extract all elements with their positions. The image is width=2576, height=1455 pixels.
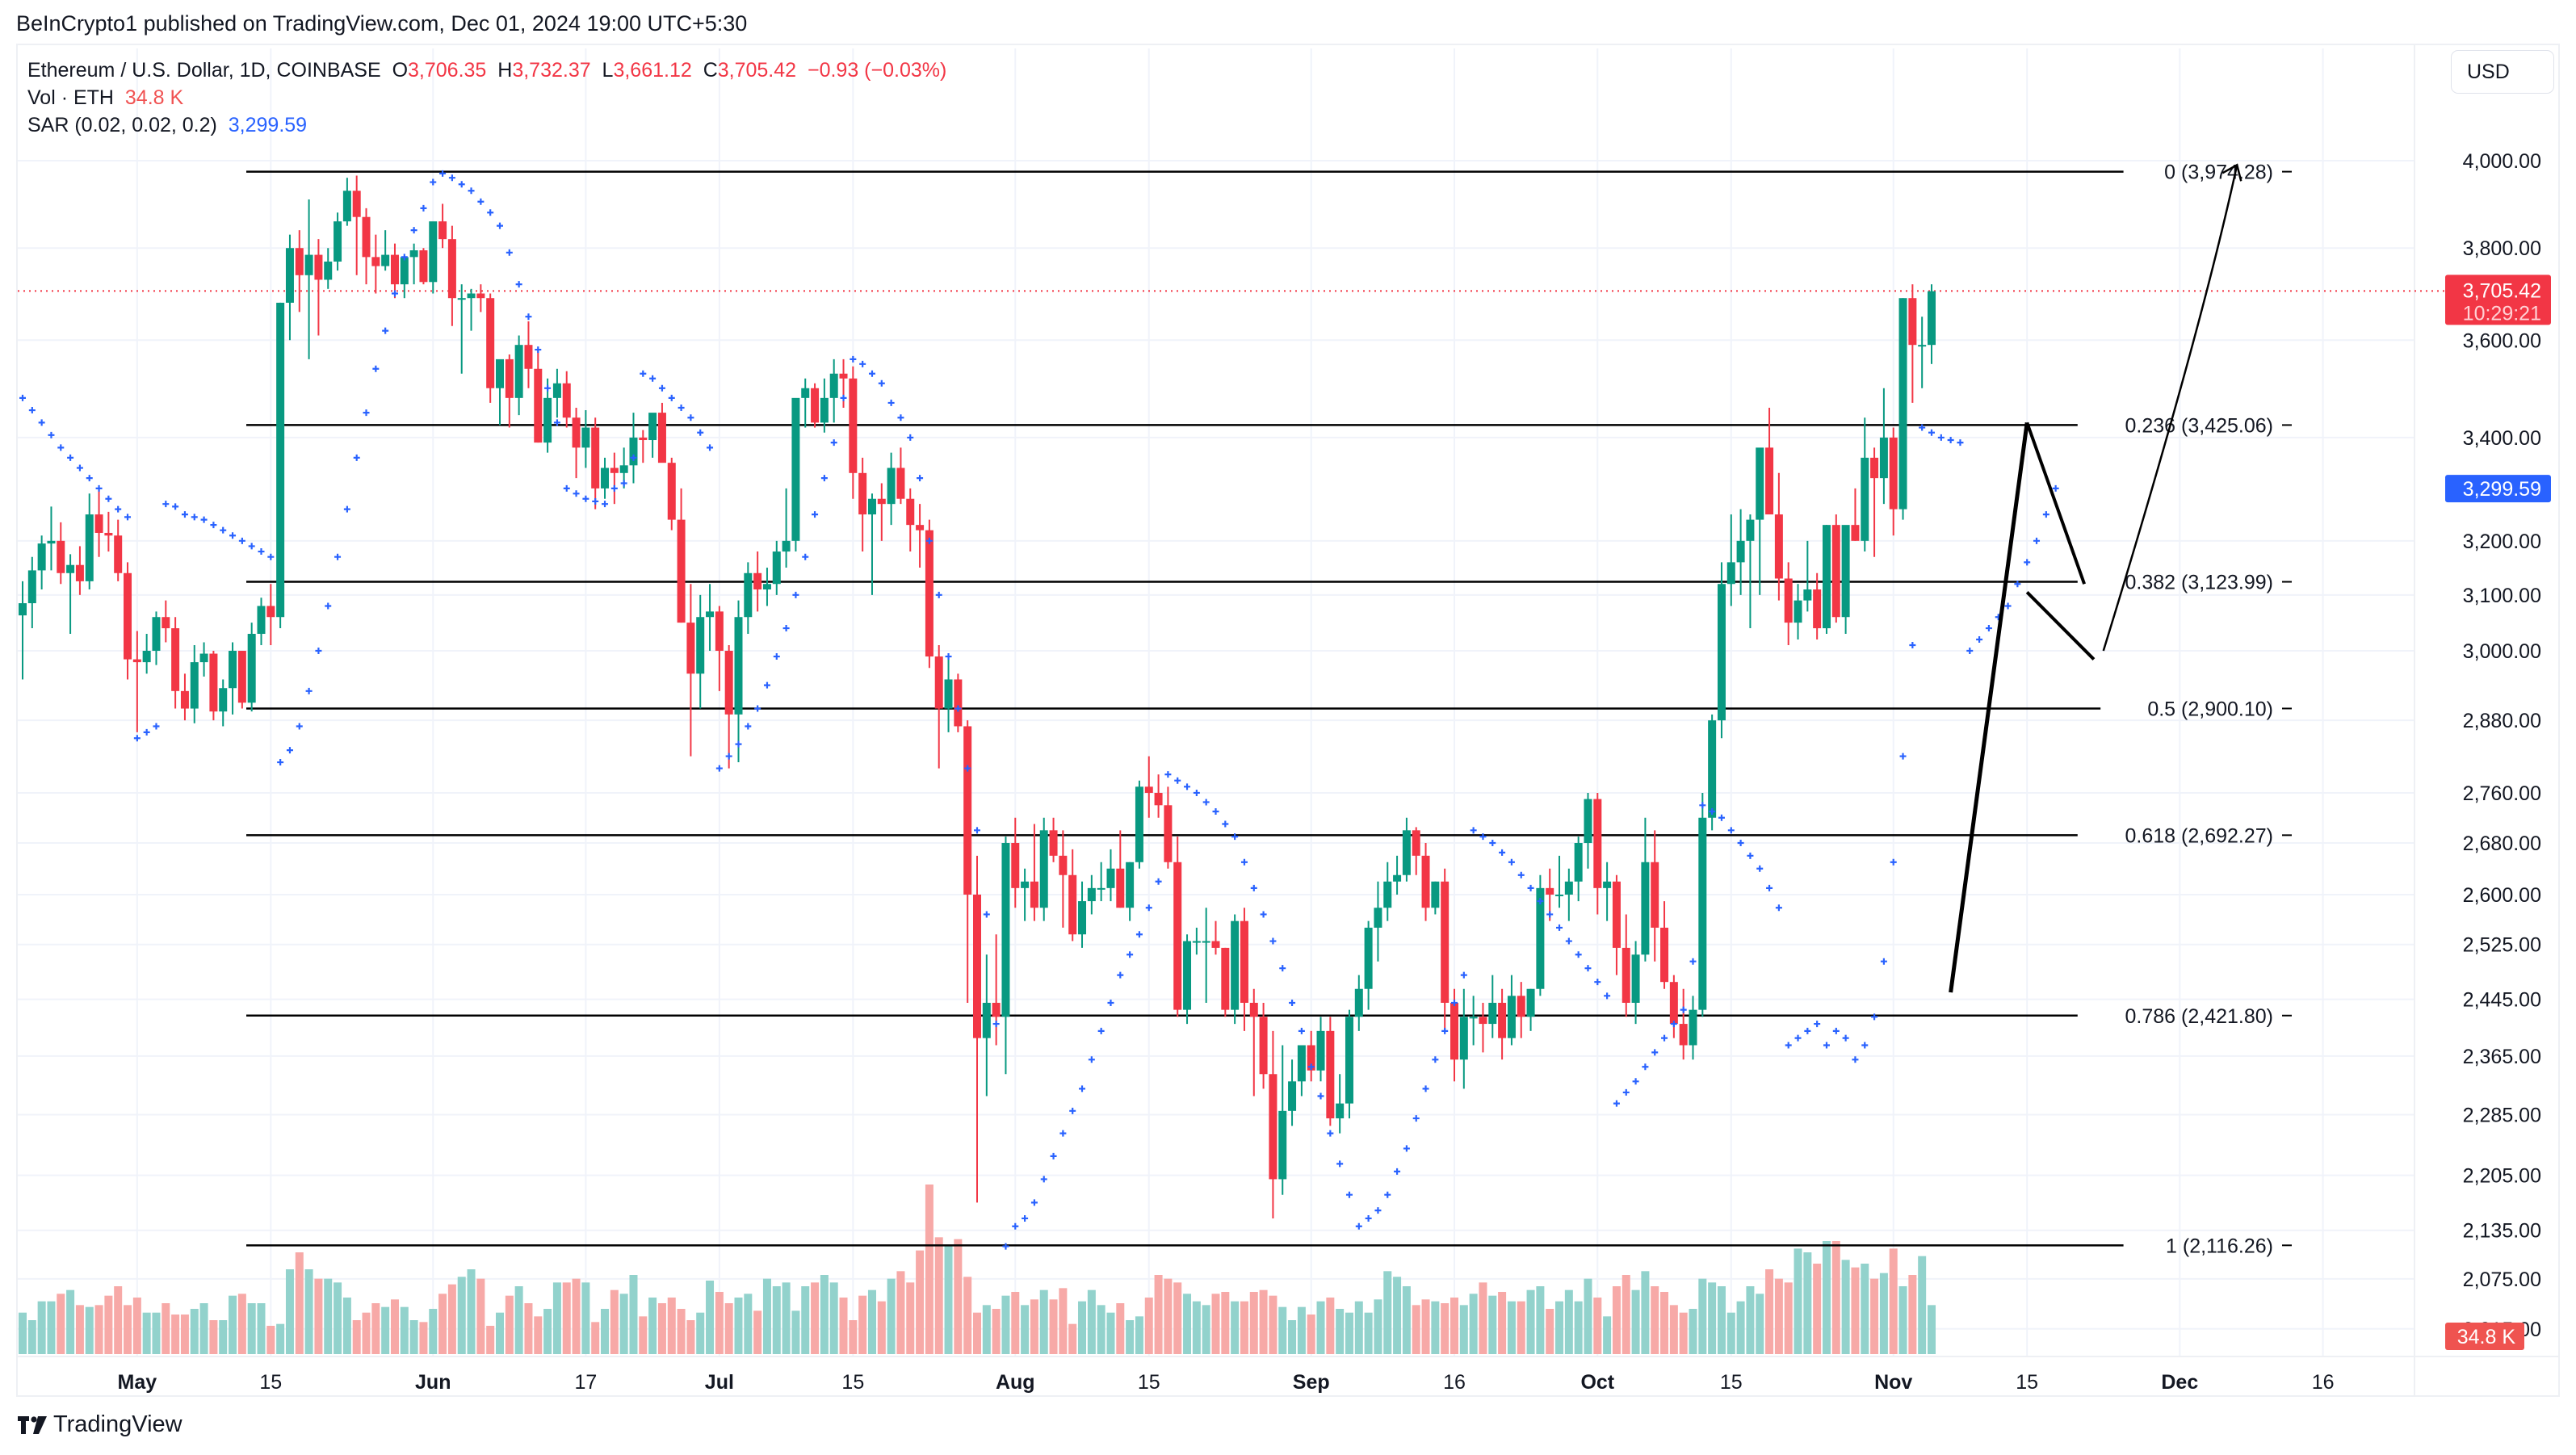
fib-level-label: 0.786 (2,421.80) bbox=[2125, 1005, 2273, 1028]
fib-level-label: 0.382 (3,123.99) bbox=[2125, 572, 2273, 594]
time-tick: 15 bbox=[2016, 1371, 2038, 1394]
close-value: 3,705.42 bbox=[717, 59, 797, 82]
parabolic-sar-dots bbox=[19, 170, 2059, 1250]
volume-label[interactable]: Vol · ETH bbox=[27, 86, 114, 109]
svg-text:3,299.59: 3,299.59 bbox=[2463, 478, 2541, 501]
symbol-title[interactable]: Ethereum / U.S. Dollar, 1D, COINBASE bbox=[27, 59, 381, 82]
price-tick: 3,400.00 bbox=[2463, 427, 2541, 450]
sar-price-tag bbox=[2445, 475, 2551, 503]
sar-row: SAR (0.02, 0.02, 0.2) 3,299.59 bbox=[27, 111, 946, 139]
chart-legend: Ethereum / U.S. Dollar, 1D, COINBASE O3,… bbox=[27, 57, 946, 139]
svg-text:34.8 K: 34.8 K bbox=[2457, 1326, 2516, 1348]
svg-text:10:29:21: 10:29:21 bbox=[2463, 302, 2541, 325]
trend-drawings[interactable] bbox=[1949, 163, 2242, 993]
chart-frame bbox=[16, 44, 2560, 1397]
price-tick: 2,365.00 bbox=[2463, 1046, 2541, 1068]
close-label: C bbox=[703, 59, 718, 82]
arrow-head-icon bbox=[2221, 163, 2242, 182]
projection-arrow[interactable] bbox=[2102, 165, 2238, 652]
fib-level-label: 0 (3,974.28) bbox=[2164, 161, 2273, 184]
sar-value: 3,299.59 bbox=[228, 114, 308, 136]
volume-tag bbox=[2445, 1323, 2524, 1350]
price-tick: 2,135.00 bbox=[2463, 1220, 2541, 1243]
price-tick: 4,000.00 bbox=[2463, 150, 2541, 173]
price-tick: 2,525.00 bbox=[2463, 934, 2541, 957]
time-tick: May bbox=[118, 1371, 157, 1394]
price-tick: 2,075.00 bbox=[2463, 1268, 2541, 1291]
currency-button[interactable]: USD bbox=[2451, 50, 2554, 94]
price-tick: 3,100.00 bbox=[2463, 585, 2541, 607]
fib-level-label: 1 (2,116.26) bbox=[2166, 1235, 2273, 1257]
time-tick: Jul bbox=[705, 1371, 734, 1394]
fib-level-label: 0.5 (2,900.10) bbox=[2147, 698, 2273, 720]
price-tick: 2,600.00 bbox=[2463, 884, 2541, 907]
fib-level-label: 0.618 (2,692.27) bbox=[2125, 824, 2273, 847]
price-tick: 3,600.00 bbox=[2463, 329, 2541, 352]
high-label: H bbox=[497, 59, 513, 82]
time-tick: 17 bbox=[574, 1371, 597, 1394]
time-tick: 16 bbox=[1443, 1371, 1466, 1394]
price-tick: 2,760.00 bbox=[2463, 782, 2541, 805]
price-axis[interactable]: 4,000.00 3,800.00 3,600.00 3,400.00 3,200.00… bbox=[2463, 150, 2541, 1341]
time-tick: 15 bbox=[841, 1371, 864, 1394]
pennant-lower-line[interactable] bbox=[2025, 591, 2096, 660]
price-tick: 2,205.00 bbox=[2463, 1165, 2541, 1188]
price-tick: 2,285.00 bbox=[2463, 1104, 2541, 1126]
tradingview-logo-icon bbox=[18, 1415, 47, 1434]
volume-value: 34.8 K bbox=[124, 86, 184, 109]
candlesticks bbox=[19, 175, 1936, 1218]
volume-row: Vol · ETH 34.8 K bbox=[27, 84, 946, 111]
price-tick: 3,200.00 bbox=[2463, 530, 2541, 553]
time-tick: Sep bbox=[1293, 1371, 1330, 1394]
change-value: −0.93 (−0.03%) bbox=[807, 59, 947, 82]
time-tick: 15 bbox=[259, 1371, 282, 1394]
open-value: 3,706.35 bbox=[408, 59, 487, 82]
price-tick: 3,800.00 bbox=[2463, 237, 2541, 260]
time-tick: Nov bbox=[1874, 1371, 1912, 1394]
symbol-row: Ethereum / U.S. Dollar, 1D, COINBASE O3,… bbox=[27, 57, 946, 84]
time-tick: Aug bbox=[996, 1371, 1035, 1394]
price-tick: 2,880.00 bbox=[2463, 710, 2541, 732]
high-value: 3,732.37 bbox=[512, 59, 591, 82]
price-tick: 2,445.00 bbox=[2463, 989, 2541, 1012]
time-tick: 16 bbox=[2312, 1371, 2335, 1394]
time-tick: 15 bbox=[1720, 1371, 1743, 1394]
time-tick: Jun bbox=[415, 1371, 451, 1394]
svg-text:3,705.42: 3,705.42 bbox=[2463, 279, 2541, 302]
price-tick: 3,000.00 bbox=[2463, 640, 2541, 663]
time-axis[interactable]: May 15 Jun 17 Jul 15 Aug 15 Sep 16 Oct 15 Nov 15 Dec 16 bbox=[118, 1371, 2335, 1394]
sar-label[interactable]: SAR (0.02, 0.02, 0.2) bbox=[27, 114, 217, 136]
last-price-tag bbox=[2445, 275, 2551, 325]
tradingview-logo[interactable]: TradingView bbox=[18, 1411, 183, 1438]
flagpole-line[interactable] bbox=[1949, 422, 2029, 993]
time-tick: 15 bbox=[1138, 1371, 1160, 1394]
tradingview-brand: TradingView bbox=[53, 1411, 183, 1437]
time-tick: Dec bbox=[2161, 1371, 2198, 1394]
price-tick: 2,680.00 bbox=[2463, 832, 2541, 855]
time-tick: Oct bbox=[1580, 1371, 1614, 1394]
pennant-upper-line[interactable] bbox=[2025, 421, 2087, 585]
fib-level-label: 0.236 (3,425.06) bbox=[2125, 414, 2273, 437]
published-caption: BeInCrypto1 published on TradingView.com… bbox=[16, 11, 748, 36]
volume-bars bbox=[19, 1185, 1936, 1354]
low-value: 3,661.12 bbox=[613, 59, 692, 82]
open-label: O bbox=[392, 59, 409, 82]
low-label: L bbox=[602, 59, 614, 82]
